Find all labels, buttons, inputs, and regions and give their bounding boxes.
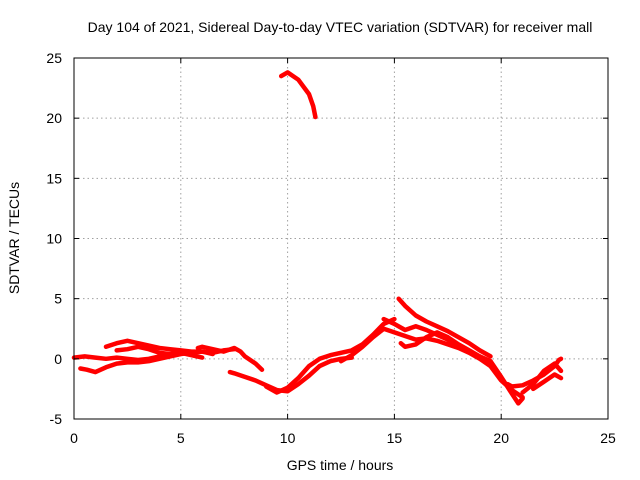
x-axis-label: GPS time / hours [287, 457, 394, 473]
x-tick-label: 15 [387, 430, 403, 446]
chart-title: Day 104 of 2021, Sidereal Day-to-day VTE… [88, 19, 593, 35]
x-tick-label: 0 [70, 430, 78, 446]
y-axis-label: SDTVAR / TECUs [6, 182, 22, 294]
x-tick-label: 10 [280, 430, 296, 446]
x-tick-label: 20 [493, 430, 509, 446]
series-arc7 [263, 316, 397, 395]
series-arc9 [338, 326, 525, 400]
series-arc15 [530, 372, 564, 392]
series-arc13 [488, 358, 525, 406]
grid-lines [74, 58, 608, 419]
y-tick-label: 20 [46, 110, 62, 126]
axis-ticks: 0 5 10 15 20 25 -5 0 5 10 15 20 25 [46, 50, 616, 446]
y-tick-label: -5 [50, 411, 63, 427]
series-arc12 [381, 316, 493, 366]
data-series [71, 70, 564, 406]
x-tick-label: 5 [177, 430, 185, 446]
y-tick-label: 10 [46, 231, 62, 247]
series-arc6 [227, 355, 354, 394]
series-arc8 [278, 70, 318, 120]
x-tick-label: 25 [600, 430, 616, 446]
y-tick-label: 15 [46, 170, 62, 186]
series-arc5 [195, 344, 265, 372]
series-arc4 [114, 344, 216, 357]
y-tick-label: 0 [54, 351, 62, 367]
series-arc11 [396, 296, 493, 359]
y-tick-label: 5 [54, 291, 62, 307]
y-tick-label: 25 [46, 50, 62, 66]
series-arc16 [520, 361, 564, 395]
